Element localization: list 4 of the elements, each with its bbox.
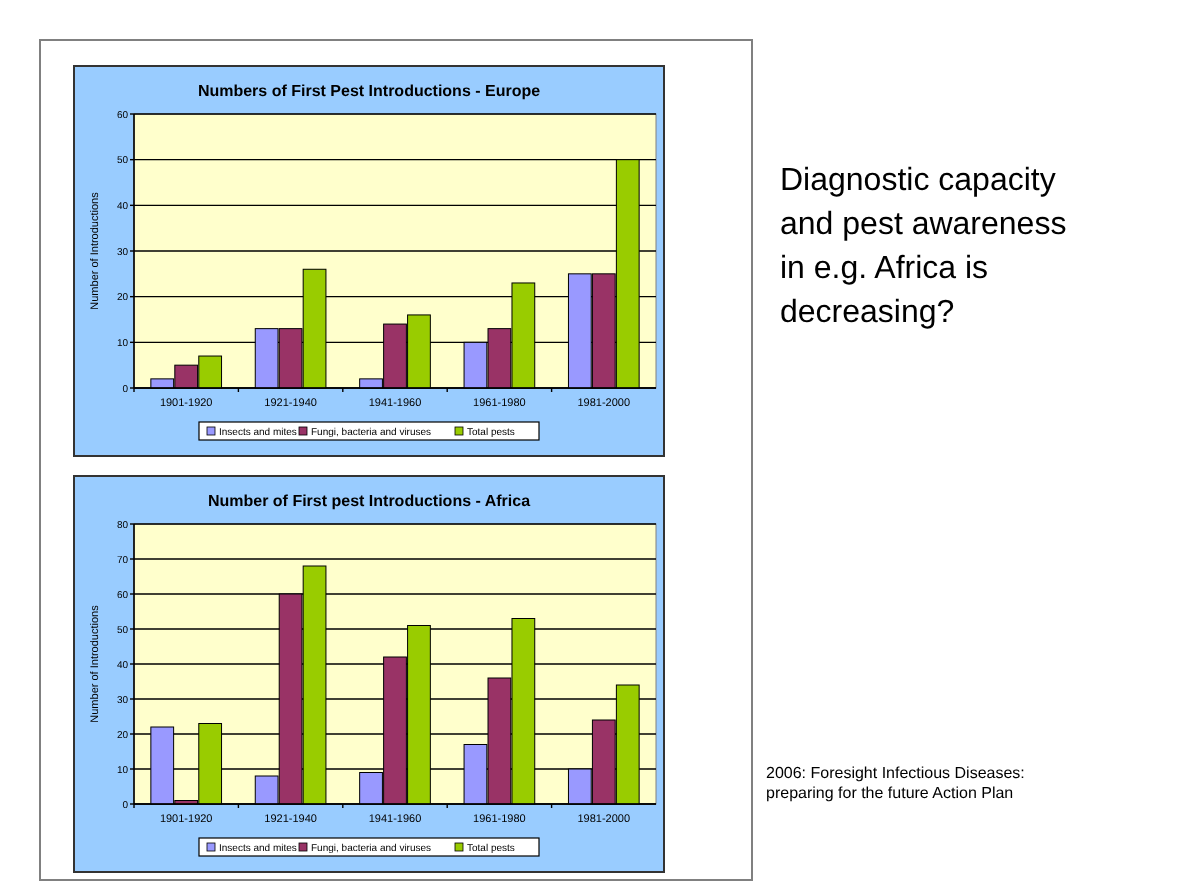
chart-title: Number of First pest Introductions - Africa bbox=[207, 492, 532, 510]
text: Diagnostic capacity and pest awareness in e.g. Africa is decreasing? bbox=[780, 164, 1067, 330]
text: 2006: Foresight Infectious Diseases: preparing for the future Action Plan bbox=[766, 764, 1025, 802]
chart-title: Numbers of First Pest Introductions - Europe bbox=[197, 82, 542, 100]
